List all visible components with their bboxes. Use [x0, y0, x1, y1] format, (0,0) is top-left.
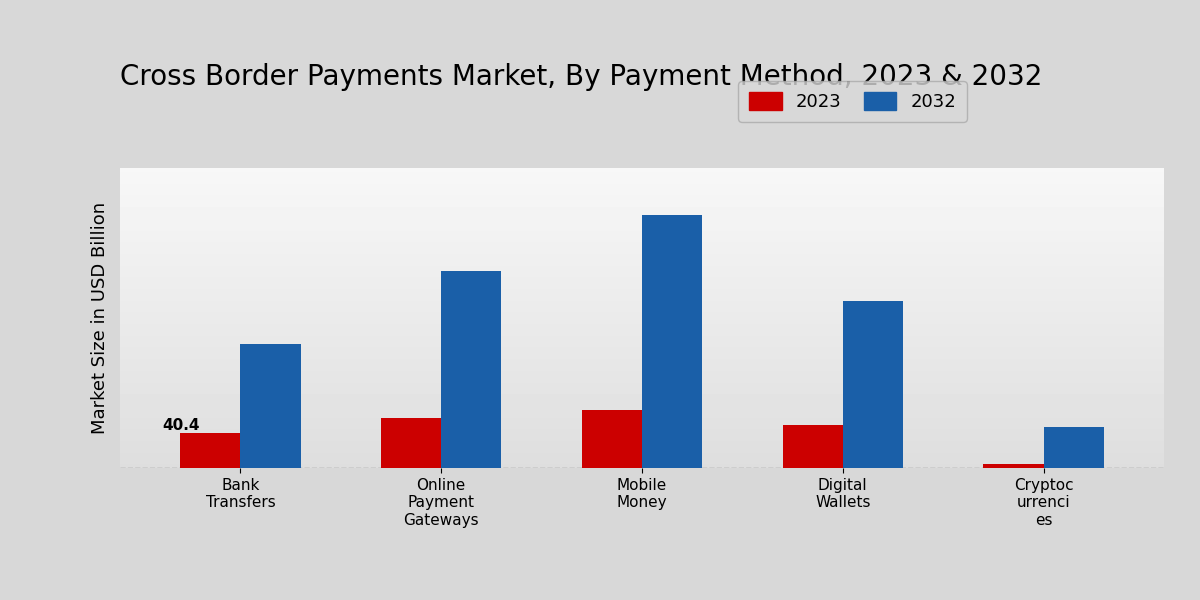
- Bar: [180, 433, 240, 468]
- Text: 40.4: 40.4: [163, 418, 200, 433]
- Bar: [1044, 427, 1104, 468]
- Bar: [983, 464, 1044, 468]
- Bar: [442, 271, 502, 468]
- Bar: [382, 418, 442, 468]
- Bar: [842, 301, 904, 468]
- Y-axis label: Market Size in USD Billion: Market Size in USD Billion: [91, 202, 109, 434]
- Bar: [642, 215, 702, 468]
- Legend: 2023, 2032: 2023, 2032: [738, 81, 967, 122]
- Text: Cross Border Payments Market, By Payment Method, 2023 & 2032: Cross Border Payments Market, By Payment…: [120, 62, 1043, 91]
- Bar: [582, 410, 642, 468]
- Bar: [782, 425, 842, 468]
- Bar: [240, 344, 301, 468]
